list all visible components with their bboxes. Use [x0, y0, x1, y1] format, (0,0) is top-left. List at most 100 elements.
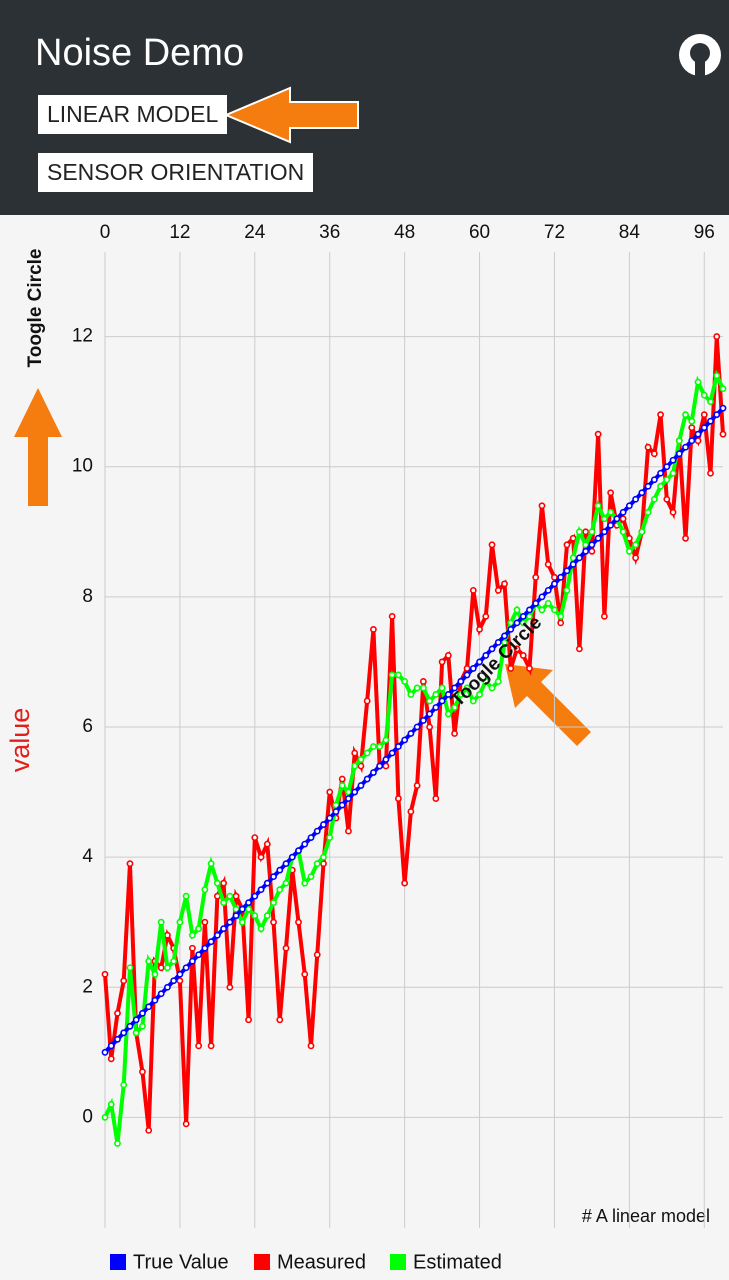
point — [507, 625, 515, 633]
point — [557, 619, 565, 627]
point — [675, 450, 683, 458]
point — [195, 925, 203, 933]
point — [600, 612, 608, 620]
point — [401, 736, 409, 744]
point — [544, 586, 552, 594]
chart: value # A linear model Toogle Circle 0 12… — [5, 222, 727, 1273]
point — [101, 970, 109, 978]
point — [650, 495, 658, 503]
point — [157, 964, 165, 972]
point — [707, 398, 714, 406]
point — [326, 788, 334, 796]
point — [213, 931, 221, 939]
point — [139, 1022, 146, 1030]
point — [669, 456, 677, 464]
point — [594, 502, 602, 510]
point — [551, 573, 558, 581]
point — [345, 795, 352, 802]
point — [569, 554, 577, 562]
x-tick-label: 24 — [244, 222, 266, 243]
point — [619, 515, 627, 523]
point — [482, 612, 490, 620]
point — [282, 944, 290, 952]
point — [419, 678, 427, 685]
point — [482, 678, 490, 685]
point — [650, 476, 658, 484]
point — [101, 1113, 109, 1121]
point — [382, 762, 390, 770]
point — [607, 508, 615, 516]
point — [700, 391, 708, 399]
point — [394, 743, 402, 750]
point — [145, 957, 153, 965]
point — [114, 1035, 121, 1043]
y-tick-label: 12 — [72, 326, 93, 347]
point — [707, 469, 714, 477]
point — [107, 1100, 115, 1108]
point — [694, 430, 702, 438]
point — [669, 508, 677, 516]
point — [488, 684, 496, 692]
bar-graphics — [223, 34, 721, 144]
point — [320, 860, 327, 868]
point — [139, 1009, 146, 1017]
point — [370, 769, 377, 776]
point — [600, 515, 608, 523]
point — [295, 918, 302, 926]
point — [519, 612, 527, 620]
point — [313, 827, 321, 835]
menu-button[interactable]: LINEAR MODEL — [38, 95, 228, 134]
point — [345, 788, 352, 796]
point — [276, 866, 284, 874]
x-tick-label: 72 — [544, 222, 565, 243]
y-tick-label: 10 — [72, 456, 93, 477]
annotation[interactable]: Toogle Circle — [25, 249, 46, 368]
point — [688, 417, 696, 425]
point — [332, 808, 340, 815]
point — [301, 970, 309, 978]
github-icon[interactable] — [679, 34, 721, 76]
y-tick-label: 6 — [82, 716, 93, 737]
point — [657, 469, 664, 477]
menu-button[interactable]: SENSOR ORIENTATION — [38, 153, 314, 192]
legend-label: Measured — [277, 1251, 366, 1273]
point — [126, 860, 134, 868]
point — [263, 912, 271, 920]
app-title: Noise Demo — [35, 32, 245, 74]
point — [451, 704, 458, 711]
point — [557, 612, 565, 620]
point — [426, 710, 434, 718]
legend-swatch — [390, 1254, 406, 1270]
point — [382, 756, 390, 763]
point — [419, 717, 427, 724]
point — [282, 879, 290, 887]
point — [588, 547, 596, 555]
point — [700, 411, 708, 419]
point — [438, 697, 446, 705]
point — [332, 801, 340, 809]
point — [513, 619, 521, 627]
point — [688, 437, 696, 445]
point — [494, 678, 502, 685]
point — [644, 508, 652, 516]
point — [476, 625, 483, 633]
point — [576, 528, 583, 536]
point — [432, 691, 440, 698]
point — [563, 567, 571, 575]
point — [538, 606, 546, 614]
point — [413, 723, 421, 731]
point — [694, 437, 702, 445]
point — [407, 730, 415, 737]
point — [551, 606, 558, 614]
point — [513, 645, 521, 653]
point — [288, 853, 296, 861]
point — [394, 671, 402, 679]
point — [132, 1029, 140, 1037]
point — [220, 879, 228, 887]
point — [257, 925, 265, 933]
point — [544, 599, 552, 607]
point — [295, 847, 302, 855]
point — [526, 665, 533, 672]
point — [357, 762, 365, 770]
